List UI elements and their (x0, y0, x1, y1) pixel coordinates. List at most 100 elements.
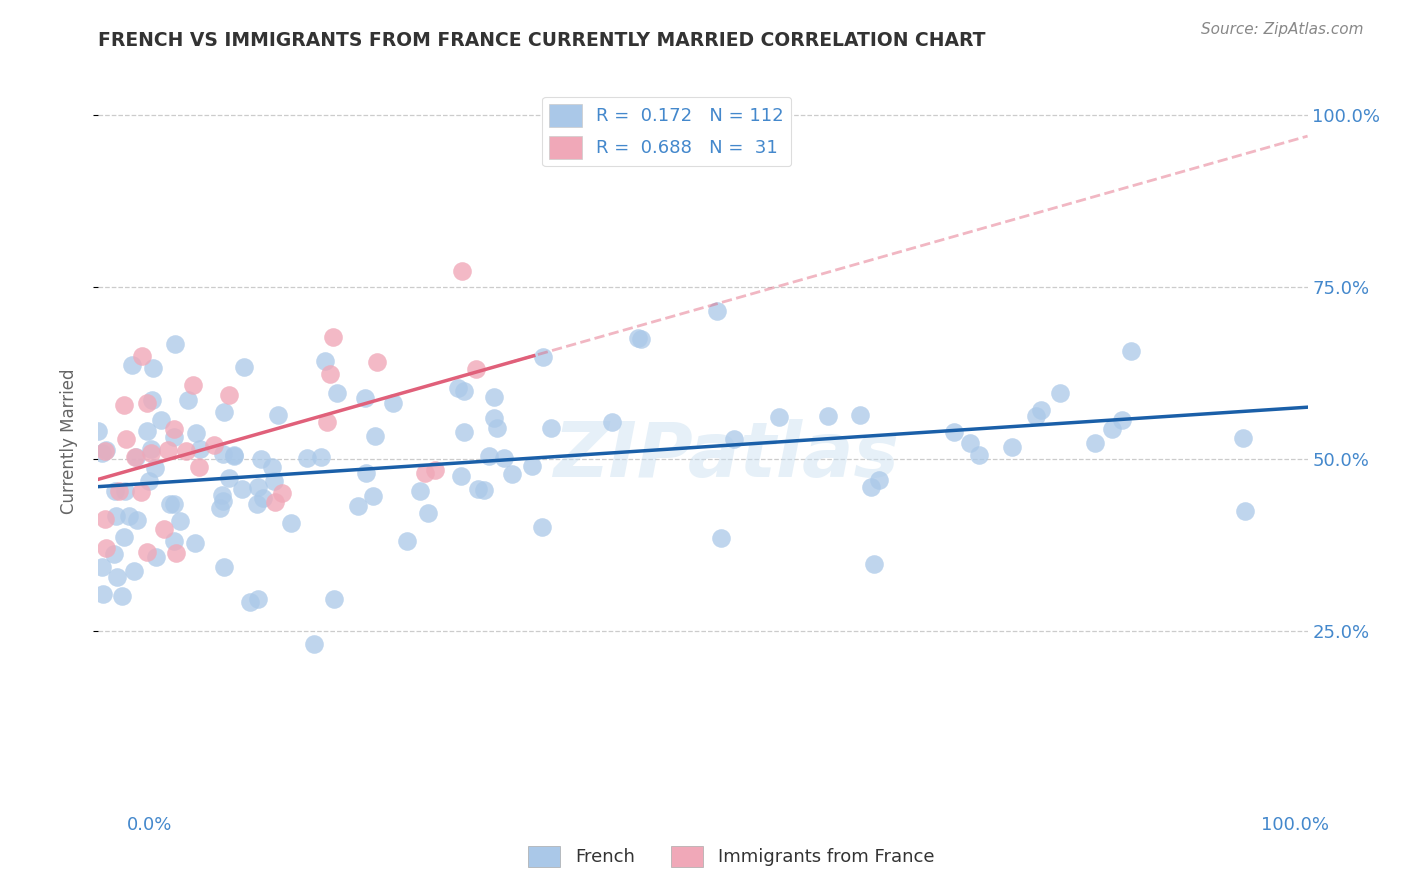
Point (627, 330, 650, 344)
Point (364, 428, 387, 442)
Point (131, 349, 153, 363)
Point (94, 443, 117, 458)
Point (212, 448, 235, 462)
Point (163, 337, 186, 351)
Point (181, 377, 204, 392)
Point (135, 545, 157, 559)
Point (143, 461, 166, 475)
Point (768, 409, 790, 424)
Point (600, 415, 623, 429)
Point (169, 514, 191, 528)
Point (302, 637, 325, 651)
Point (165, 546, 187, 560)
Point (246, 497, 269, 511)
Point (322, 330, 344, 344)
Point (710, 531, 733, 545)
Point (157, 443, 180, 458)
Point (467, 482, 489, 496)
Point (408, 483, 430, 498)
Point (522, 459, 544, 474)
Point (262, 460, 284, 475)
Point (103, 547, 125, 561)
Point (212, 405, 235, 419)
Point (863, 557, 886, 571)
Point (482, 390, 505, 404)
Point (115, 432, 138, 446)
Legend: R =  0.172   N = 112, R =  0.688   N =  31: R = 0.172 N = 112, R = 0.688 N = 31 (543, 96, 792, 167)
Point (135, 396, 157, 410)
Point (246, 480, 269, 494)
Point (501, 467, 523, 481)
Point (249, 452, 271, 467)
Point (124, 564, 146, 578)
Point (93, 587, 115, 601)
Point (395, 533, 418, 548)
Point (159, 497, 181, 511)
Point (450, 264, 472, 278)
Y-axis label: Currently Married: Currently Married (59, 368, 77, 515)
Point (868, 473, 890, 487)
Point (263, 475, 285, 489)
Point (1084, 435, 1107, 450)
Point (959, 435, 981, 450)
Point (271, 485, 294, 500)
Point (366, 355, 388, 369)
Point (211, 488, 233, 502)
Point (139, 442, 162, 457)
Point (105, 509, 128, 524)
Point (90, 446, 112, 460)
Point (187, 460, 209, 475)
Point (141, 393, 163, 408)
Point (630, 332, 652, 346)
Point (112, 398, 135, 412)
Point (108, 483, 131, 498)
Point (267, 408, 290, 422)
Point (848, 408, 870, 422)
Point (252, 491, 274, 506)
Point (1029, 403, 1052, 417)
Point (142, 361, 165, 376)
Point (94, 512, 117, 526)
Point (356, 467, 378, 481)
Point (1121, 343, 1143, 358)
Point (163, 430, 186, 444)
Point (361, 489, 384, 503)
Point (1233, 504, 1256, 518)
Point (208, 500, 231, 515)
Point (239, 595, 262, 609)
Point (1001, 440, 1024, 454)
Legend: French, Immigrants from France: French, Immigrants from France (520, 838, 942, 874)
Point (218, 471, 240, 485)
Point (124, 450, 146, 465)
Point (163, 534, 186, 549)
Point (218, 387, 240, 401)
Point (105, 569, 128, 583)
Point (1101, 422, 1123, 436)
Point (425, 463, 447, 477)
Point (967, 448, 990, 462)
Point (465, 362, 488, 376)
Point (942, 425, 965, 440)
Point (817, 409, 839, 424)
Point (163, 496, 186, 510)
Point (540, 420, 562, 434)
Point (112, 530, 135, 544)
Point (482, 411, 505, 425)
Point (145, 549, 167, 564)
Point (104, 484, 127, 499)
Point (531, 351, 554, 365)
Point (492, 450, 515, 465)
Point (450, 469, 472, 483)
Point (453, 425, 475, 440)
Point (280, 516, 302, 530)
Point (224, 450, 246, 464)
Point (176, 392, 198, 407)
Point (706, 304, 728, 318)
Text: 0.0%: 0.0% (127, 816, 172, 834)
Point (153, 522, 176, 536)
Point (139, 445, 162, 459)
Point (118, 508, 141, 523)
Point (1025, 409, 1047, 423)
Point (347, 499, 370, 513)
Point (111, 589, 134, 603)
